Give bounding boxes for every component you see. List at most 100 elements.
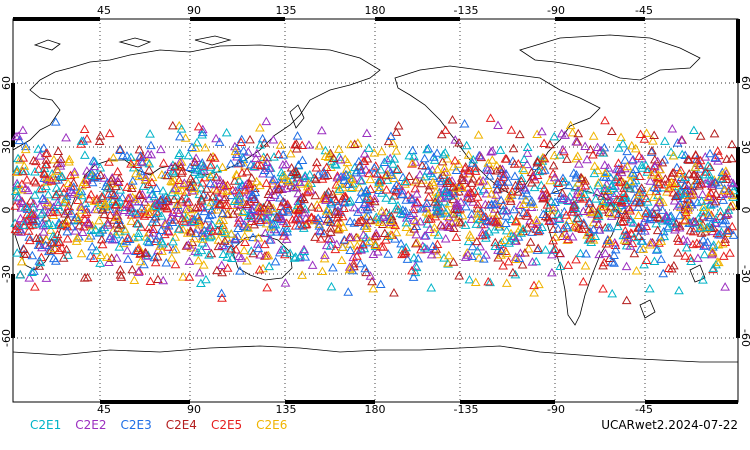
observation-marker [104, 128, 115, 138]
observation-marker [189, 183, 200, 192]
observation-marker [144, 207, 154, 216]
observation-marker [87, 241, 98, 251]
observation-marker [469, 163, 480, 173]
observation-marker [378, 211, 389, 220]
observation-marker [531, 256, 542, 266]
observation-marker [133, 232, 144, 241]
observation-marker [496, 245, 507, 255]
observation-marker [255, 217, 266, 226]
observation-marker [259, 203, 269, 212]
observation-marker [680, 188, 690, 198]
observation-marker [73, 231, 84, 241]
observation-marker [294, 220, 305, 230]
observation-marker [466, 209, 477, 218]
observation-marker [703, 160, 713, 170]
observation-marker [18, 166, 28, 176]
observation-marker [501, 225, 512, 235]
observation-marker [708, 240, 719, 249]
observation-marker [25, 196, 36, 205]
observation-marker [368, 249, 379, 259]
observation-marker [621, 295, 632, 305]
observation-marker [122, 233, 133, 242]
observation-marker [105, 183, 116, 193]
observation-marker [200, 219, 211, 229]
observation-marker [321, 206, 332, 215]
observation-marker [12, 248, 23, 257]
observation-marker [415, 169, 425, 179]
lon-label: -135 [454, 4, 479, 17]
observation-marker [23, 226, 34, 235]
observation-marker [125, 199, 135, 209]
observation-marker [361, 193, 372, 202]
observation-marker [99, 209, 110, 219]
observation-marker [337, 242, 348, 252]
observation-marker [55, 154, 66, 163]
observation-marker [162, 170, 173, 180]
observation-marker [369, 196, 380, 206]
observation-marker [261, 116, 272, 126]
observation-marker [487, 146, 498, 155]
observation-marker [223, 208, 233, 218]
observation-marker [719, 185, 730, 195]
observation-marker [233, 206, 243, 215]
observation-marker [518, 199, 529, 208]
observation-marker [161, 196, 171, 205]
observation-marker [292, 131, 303, 140]
observation-marker [538, 209, 549, 219]
observation-marker [370, 240, 381, 249]
observation-marker [407, 158, 418, 167]
observation-marker [522, 142, 533, 152]
observation-marker [555, 261, 566, 270]
observation-marker [331, 180, 342, 189]
observation-marker [167, 166, 178, 175]
observation-marker [222, 180, 233, 190]
observation-marker [680, 150, 691, 160]
observation-marker [672, 138, 683, 147]
observation-marker [620, 155, 630, 164]
observation-marker [156, 236, 167, 246]
observation-marker [279, 170, 290, 180]
observation-marker [157, 169, 167, 179]
observation-marker [684, 155, 695, 164]
observation-marker [710, 214, 721, 223]
observation-marker [172, 199, 183, 208]
observation-marker [325, 148, 336, 158]
observation-marker [215, 198, 226, 208]
observation-marker [167, 217, 178, 227]
observation-marker [279, 174, 290, 184]
observation-marker [173, 185, 184, 195]
observation-marker [150, 236, 161, 245]
observation-marker [573, 178, 584, 187]
observation-marker [239, 245, 249, 255]
observation-marker [710, 177, 721, 187]
observation-marker [82, 166, 92, 175]
observation-marker [522, 159, 532, 169]
observation-marker [381, 193, 392, 202]
observation-marker [432, 249, 443, 259]
observation-marker [158, 186, 168, 195]
observation-marker [212, 205, 223, 214]
observation-marker [176, 168, 187, 177]
lat-labels-right: 60 30 0 -30 -60 [739, 76, 750, 347]
observation-marker [89, 161, 100, 171]
observation-marker [330, 207, 341, 216]
observation-marker [610, 244, 621, 254]
observation-marker [68, 189, 79, 198]
observation-marker [672, 233, 683, 242]
observation-marker [273, 149, 284, 158]
observation-marker [471, 236, 482, 246]
observation-marker [656, 236, 667, 245]
observation-marker [77, 227, 88, 236]
observation-marker [609, 258, 619, 267]
observation-marker [721, 166, 731, 175]
observation-marker [217, 162, 228, 171]
observation-marker [504, 191, 514, 201]
observation-marker [67, 187, 77, 197]
observation-marker [698, 234, 709, 244]
observation-marker [460, 252, 471, 261]
observation-marker [96, 191, 107, 201]
observation-marker [35, 201, 45, 211]
observation-marker [690, 162, 701, 171]
observation-marker [193, 202, 204, 212]
observation-marker [123, 254, 133, 263]
